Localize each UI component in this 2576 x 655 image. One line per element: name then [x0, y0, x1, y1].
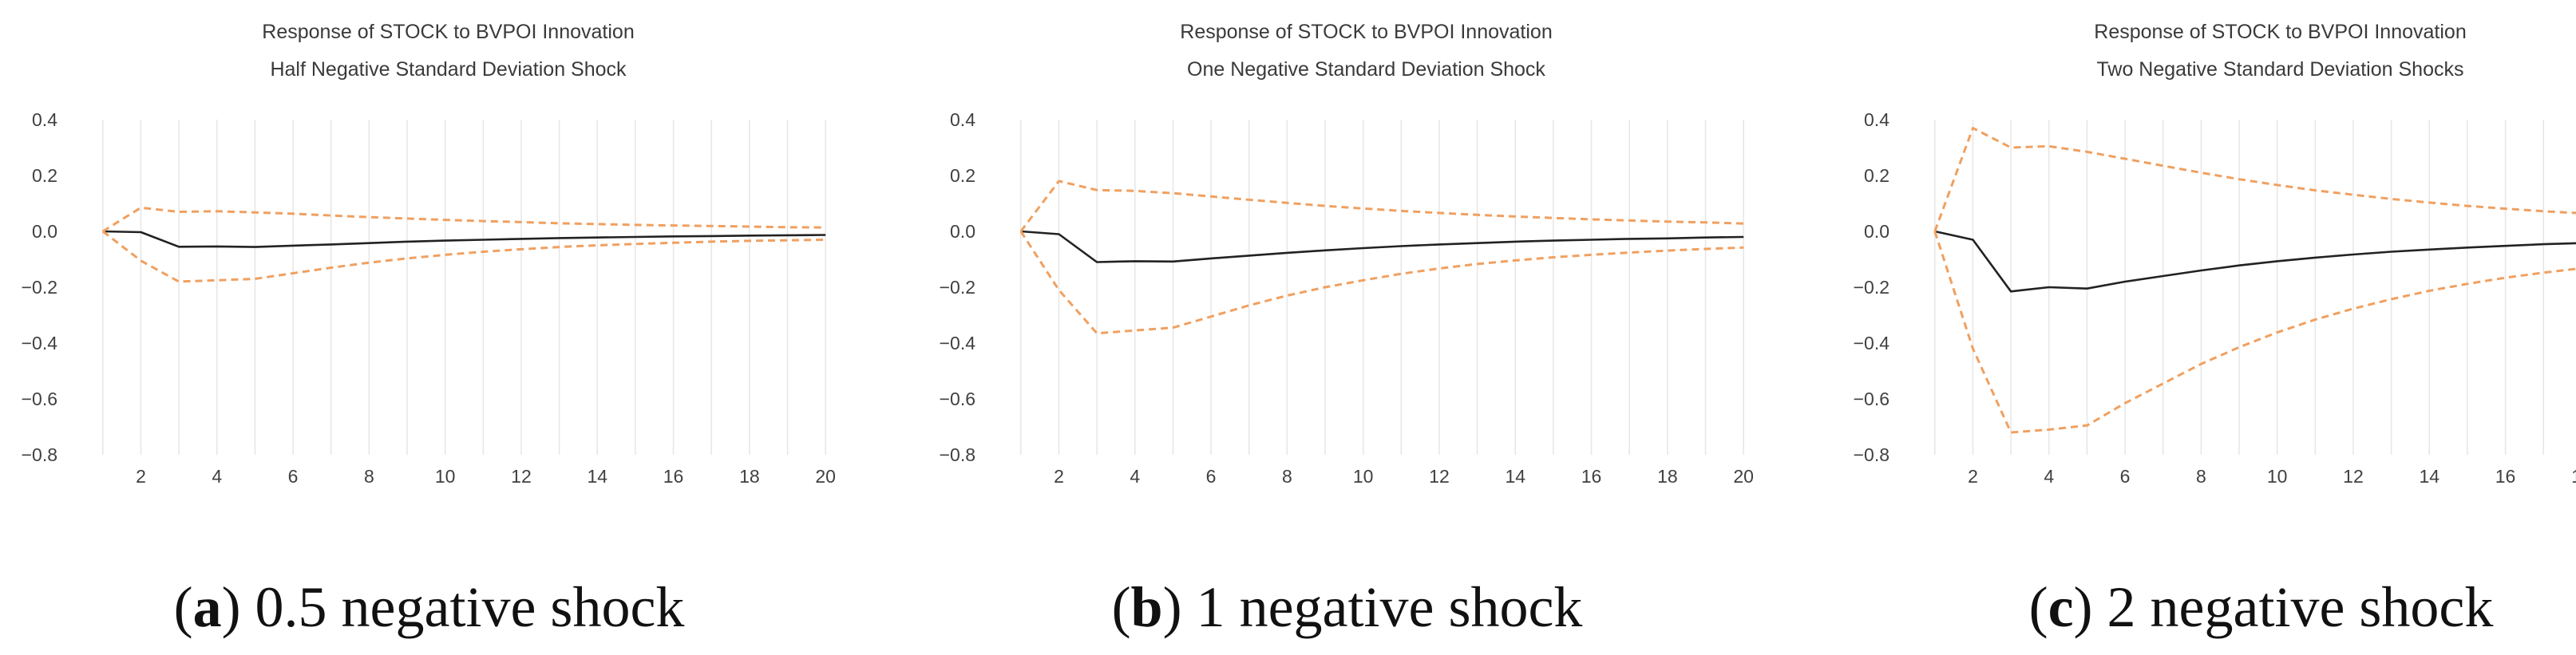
upper-band-line	[1019, 180, 1744, 232]
y-tick-label: −0.8	[940, 444, 975, 465]
x-tick-label: 18	[1657, 466, 1678, 487]
irf-chart-a: Response of STOCK to BVPOI Innovation Hal…	[22, 21, 836, 487]
x-tick-label: 4	[2044, 466, 2054, 487]
chart-panel-a: Response of STOCK to BVPOI Innovation Hal…	[0, 0, 858, 655]
chart-panel-c: Response of STOCK to BVPOI Innovation Two…	[1832, 0, 2576, 655]
x-tick-label: 20	[815, 466, 836, 487]
y-tick-label: −0.2	[22, 277, 57, 298]
y-tick-label: −0.8	[1854, 444, 1889, 465]
x-tick-label: 6	[1206, 466, 1217, 487]
y-tick-label: 0.2	[950, 165, 975, 186]
chart-subtitle: Two Negative Standard Deviation Shocks	[2097, 58, 2464, 81]
y-tick-label: −0.6	[1854, 389, 1889, 409]
x-tick-label: 10	[2267, 466, 2288, 487]
x-tick-label: 14	[1505, 466, 1525, 487]
irf-chart-c: Response of STOCK to BVPOI Innovation Two…	[1854, 21, 2576, 487]
chart-title: Response of STOCK to BVPOI Innovation	[262, 21, 634, 43]
caption-letter-b: b	[1130, 575, 1163, 639]
y-tick-label: −0.6	[22, 389, 57, 409]
x-tick-label: 4	[212, 466, 222, 487]
y-tick-label: −0.8	[22, 444, 57, 465]
x-tick-label: 12	[2343, 466, 2364, 487]
y-tick-label: −0.4	[940, 333, 976, 353]
y-tick-label: 0.4	[950, 109, 975, 130]
y-tick-label: 0.0	[1864, 221, 1889, 242]
response-line	[102, 230, 826, 248]
caption-a: (a) 0.5 negative shock	[173, 575, 685, 639]
caption-c: (c) 2 negative shock	[2028, 575, 2494, 639]
chart-title: Response of STOCK to BVPOI Innovation	[2094, 21, 2466, 43]
chart-subtitle: Half Negative Standard Deviation Shock	[270, 58, 627, 81]
x-tick-label: 20	[1733, 466, 1754, 487]
x-tick-label: 18	[739, 466, 760, 487]
x-tick-label: 12	[1429, 466, 1450, 487]
irf-chart-b: Response of STOCK to BVPOI Innovation One…	[940, 21, 1754, 487]
caption-text-b: 1 negative shock	[1181, 575, 1583, 639]
caption-b: (b) 1 negative shock	[1111, 575, 1583, 639]
x-tick-label: 14	[587, 466, 607, 487]
caption-text-a: 0.5 negative shock	[240, 575, 685, 639]
lower-band-line	[1019, 231, 1744, 335]
y-tick-label: 0.2	[32, 165, 57, 186]
y-tick-label: 0.0	[32, 221, 57, 242]
chart-subtitle: One Negative Standard Deviation Shock	[1187, 58, 1545, 81]
lower-band-line	[101, 230, 826, 283]
x-tick-label: 18	[2571, 466, 2576, 487]
x-tick-label: 10	[435, 466, 456, 487]
y-tick-label: 0.4	[32, 109, 57, 130]
x-tick-label: 10	[1353, 466, 1374, 487]
x-tick-label: 8	[364, 466, 374, 487]
y-tick-label: −0.4	[1854, 333, 1890, 353]
caption-letter-a: a	[192, 575, 222, 639]
chart-title: Response of STOCK to BVPOI Innovation	[1180, 21, 1552, 43]
chart-panel-b: Response of STOCK to BVPOI Innovation One…	[918, 0, 1776, 655]
upper-band-line	[102, 206, 826, 233]
x-tick-label: 16	[663, 466, 684, 487]
caption-letter-c: c	[2048, 575, 2074, 639]
response-line	[1934, 230, 2576, 293]
x-tick-label: 6	[288, 466, 299, 487]
lower-band-line	[1933, 231, 2576, 434]
x-tick-label: 2	[1054, 466, 1064, 487]
response-line	[1020, 230, 1744, 263]
x-tick-label: 16	[2495, 466, 2516, 487]
y-tick-label: −0.2	[940, 277, 975, 298]
x-tick-label: 12	[511, 466, 532, 487]
y-tick-label: 0.2	[1864, 165, 1889, 186]
x-tick-label: 8	[1282, 466, 1292, 487]
y-tick-label: −0.6	[940, 389, 975, 409]
x-tick-label: 6	[2120, 466, 2131, 487]
upper-band-line	[1933, 127, 2576, 232]
y-tick-label: 0.0	[950, 221, 975, 242]
x-tick-label: 14	[2419, 466, 2439, 487]
x-tick-label: 2	[136, 466, 146, 487]
x-tick-label: 2	[1968, 466, 1978, 487]
x-tick-label: 8	[2196, 466, 2206, 487]
y-tick-label: −0.2	[1854, 277, 1889, 298]
x-tick-label: 16	[1581, 466, 1602, 487]
y-tick-label: 0.4	[1864, 109, 1889, 130]
caption-text-c: 2 negative shock	[2092, 575, 2494, 639]
y-tick-label: −0.4	[22, 333, 58, 353]
x-tick-label: 4	[1130, 466, 1140, 487]
